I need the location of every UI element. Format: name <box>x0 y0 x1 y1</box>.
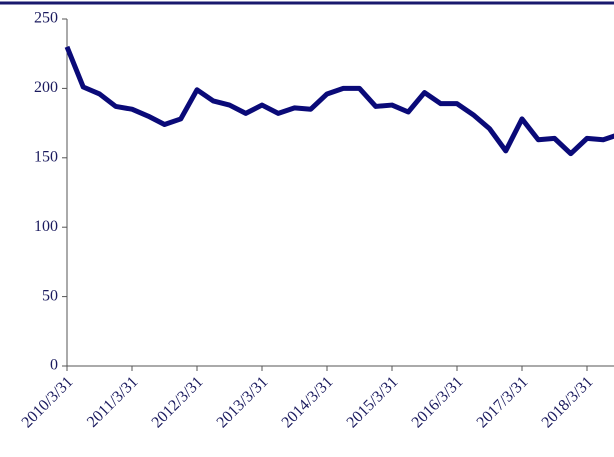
x-tick-label: 2017/3/31 <box>474 373 532 431</box>
y-tick-label: 150 <box>34 148 58 165</box>
y-tick-label: 0 <box>50 357 58 374</box>
x-tick-label: 2018/3/31 <box>539 373 597 431</box>
x-tick-label: 2016/3/31 <box>409 373 467 431</box>
x-tick-label: 2011/3/31 <box>84 373 141 430</box>
x-tick-label: 2012/3/31 <box>149 373 207 431</box>
y-tick-label: 50 <box>42 287 58 304</box>
x-tick-label: 2013/3/31 <box>214 373 272 431</box>
y-tick-label: 100 <box>34 218 58 235</box>
line-series <box>64 45 614 157</box>
plot-area <box>64 45 614 157</box>
y-tick-label: 200 <box>34 79 58 96</box>
x-tick-label: 2010/3/31 <box>19 373 77 431</box>
x-tick-label: 2015/3/31 <box>344 373 402 431</box>
y-tick-label: 250 <box>34 10 58 27</box>
x-tick-label: 2014/3/31 <box>279 373 337 431</box>
